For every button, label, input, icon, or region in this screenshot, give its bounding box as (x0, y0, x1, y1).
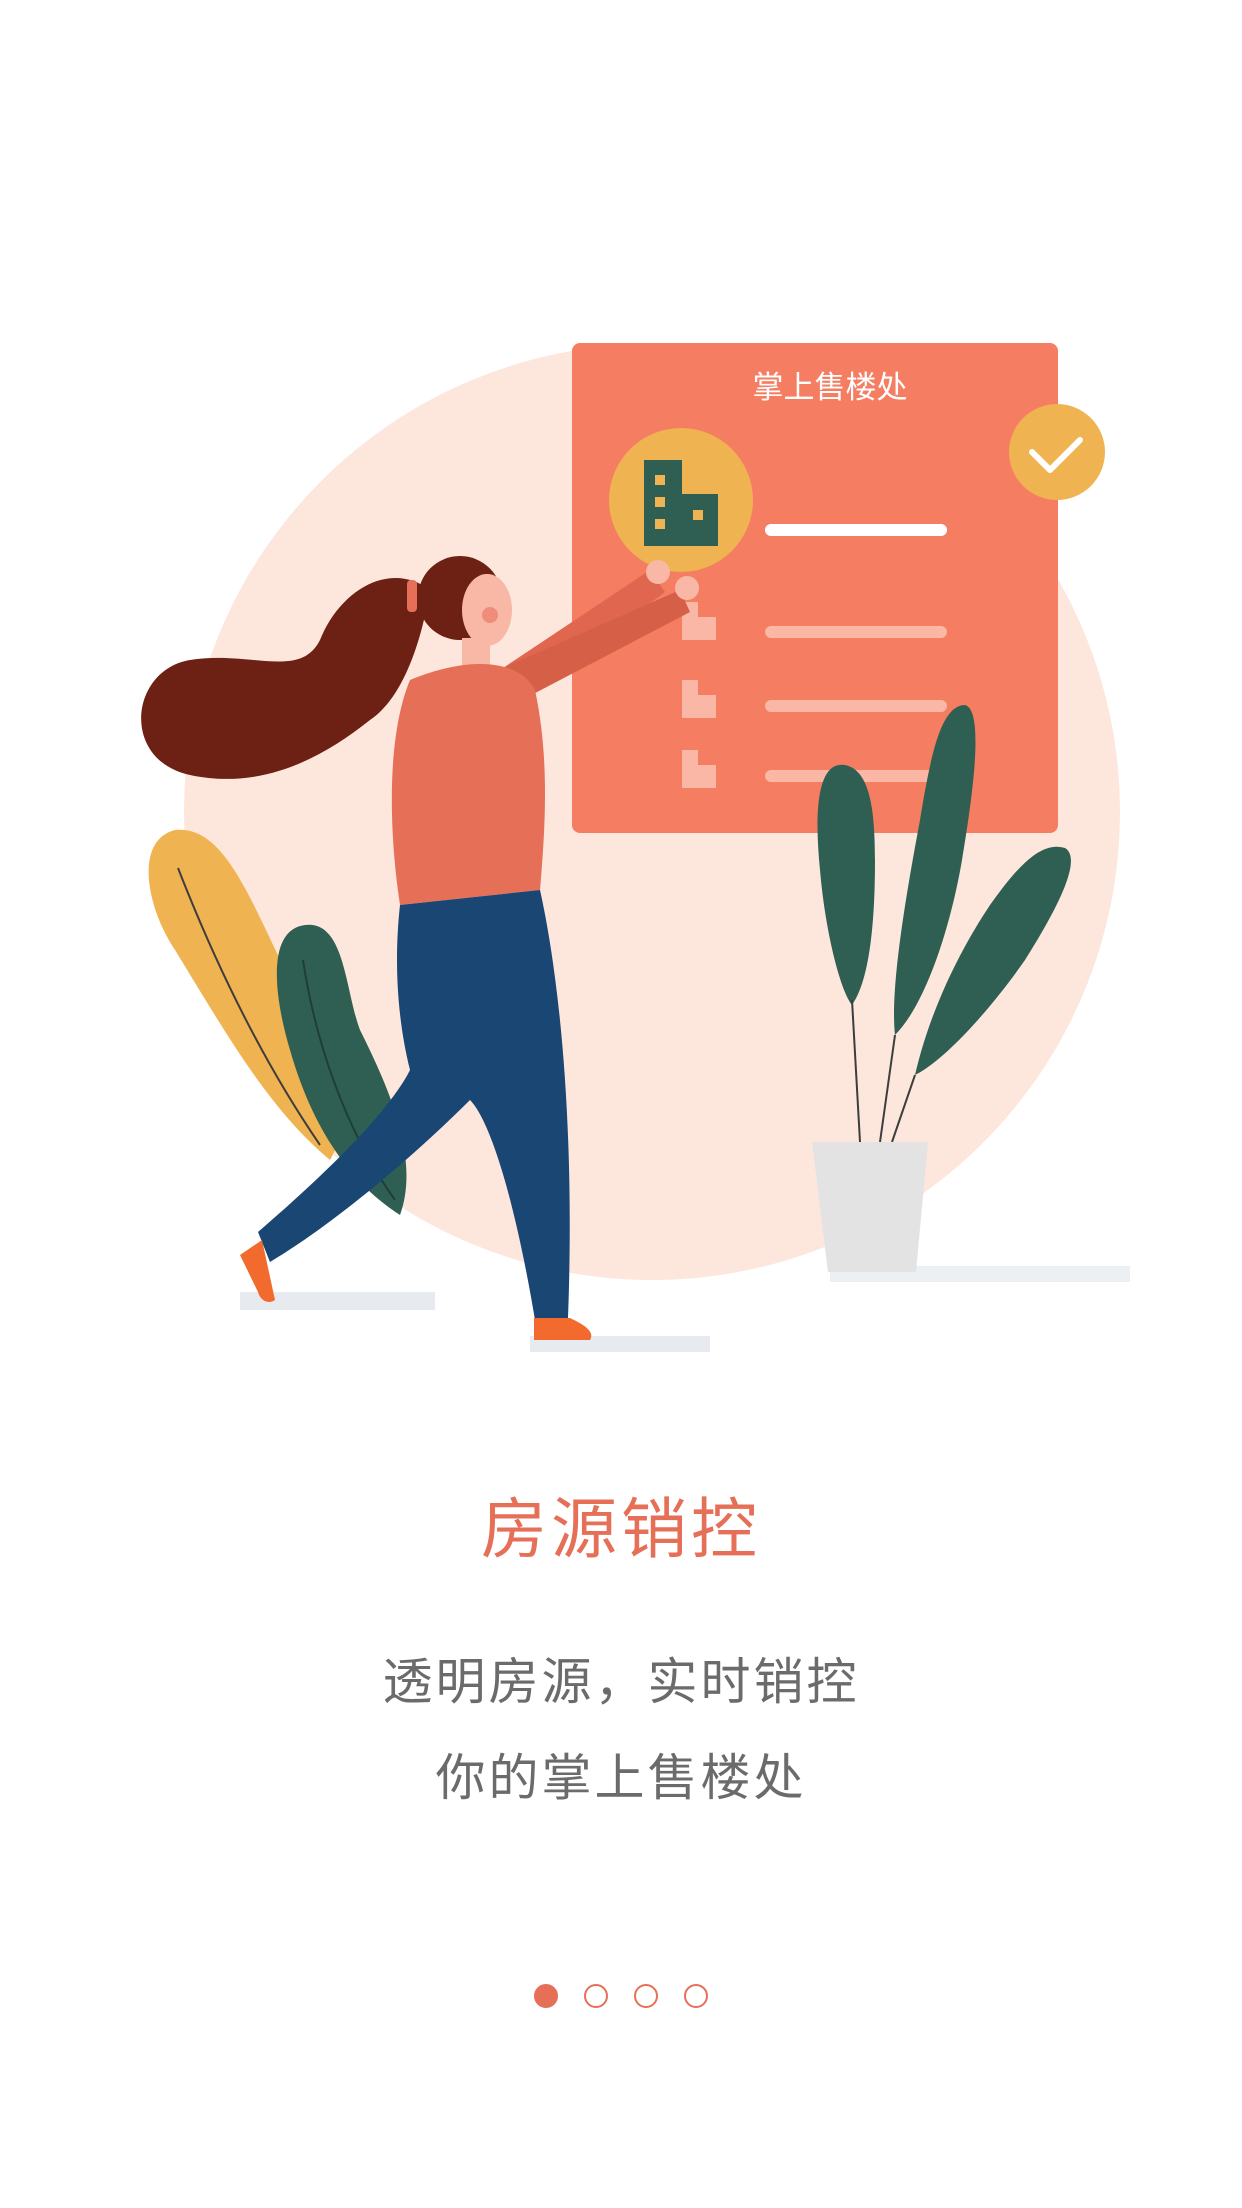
check-badge (1009, 404, 1105, 500)
plant-leaf (817, 764, 875, 1005)
leaf-vein (177, 867, 321, 1146)
plant-stem (851, 999, 861, 1143)
hand (675, 576, 699, 600)
page-dot-1[interactable] (534, 1984, 558, 2008)
plant-stem (891, 1074, 916, 1143)
plant-stem (879, 1034, 896, 1143)
card-title: 掌上售楼处 (753, 370, 908, 406)
sales-board-card: 掌上售楼处 (572, 343, 1058, 833)
check-icon (1029, 437, 1083, 473)
card-line (765, 700, 947, 712)
shoe (534, 1318, 592, 1340)
feature-title: 房源销控 (481, 1491, 761, 1568)
woman-figure (141, 556, 699, 1340)
plant-leaf (915, 846, 1071, 1075)
small-building-icon (682, 602, 716, 788)
page-dot-3[interactable] (634, 1984, 658, 2008)
hand (646, 560, 670, 584)
plant-pot (812, 1142, 928, 1272)
page-dot-2[interactable] (584, 1984, 608, 2008)
feature-description-line-1: 透明房源，实时销控 (382, 1653, 860, 1711)
shoe (240, 1240, 275, 1303)
pants (258, 890, 570, 1320)
sweater (391, 663, 545, 905)
potted-plant (812, 705, 1071, 1272)
hair-tie (407, 580, 417, 612)
card-line (765, 626, 947, 638)
hair (141, 578, 430, 779)
plant-leaf (894, 705, 976, 1035)
card-line (765, 524, 947, 536)
building-icon (644, 460, 718, 546)
page-indicator (0, 1983, 1242, 2009)
feature-description-line-2: 你的掌上售楼处 (435, 1749, 807, 1807)
page-dot-4[interactable] (684, 1984, 708, 2008)
ground-shadow (240, 1292, 435, 1310)
onboarding-illustration: 掌上售楼处 (141, 343, 1130, 1352)
cheek (482, 607, 498, 623)
